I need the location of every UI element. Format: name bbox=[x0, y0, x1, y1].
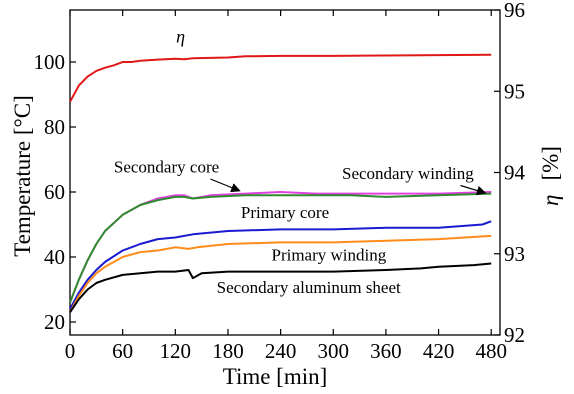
series-line-secondary-aluminum-sheet bbox=[69, 262, 492, 313]
x-tick-label: 120 bbox=[160, 339, 192, 363]
series-line-primary-core bbox=[69, 220, 492, 310]
series-line-eta bbox=[69, 53, 492, 103]
x-tick-label: 480 bbox=[475, 339, 507, 363]
x-tick-label: 180 bbox=[212, 339, 244, 363]
x-tick-label: 0 bbox=[65, 339, 76, 363]
y2-tick-label: 95 bbox=[504, 79, 525, 103]
series-line-secondary-winding bbox=[69, 192, 492, 303]
annotation-label: Primary core bbox=[241, 203, 329, 222]
x-tick-label: 420 bbox=[423, 339, 455, 363]
y2-axis-symbol: η bbox=[538, 195, 563, 206]
y-tick-label: 40 bbox=[44, 245, 65, 269]
y2-axis-label: η [%] bbox=[538, 146, 563, 206]
annotation-label: η bbox=[176, 27, 185, 47]
y-axis-label: Temperature [°C] bbox=[10, 95, 35, 256]
y2-tick-label: 96 bbox=[504, 0, 525, 22]
y-tick-label: 20 bbox=[44, 310, 65, 334]
annotation-label: Secondary winding bbox=[342, 164, 474, 183]
x-tick-label: 240 bbox=[265, 339, 297, 363]
y2-axis-unit: [%] bbox=[538, 146, 563, 180]
annotation-label: Secondary aluminum sheet bbox=[217, 278, 401, 297]
arrow-secondary-winding bbox=[460, 184, 487, 196]
y-tick-label: 60 bbox=[44, 180, 65, 204]
x-axis-label: Time [min] bbox=[223, 364, 328, 389]
x-tick-label: 300 bbox=[318, 339, 350, 363]
y-tick-label: 80 bbox=[44, 115, 65, 139]
x-tick-label: 60 bbox=[112, 339, 133, 363]
series-line-primary-winding bbox=[69, 234, 492, 313]
y-tick-label: 100 bbox=[34, 50, 66, 74]
annotation-label: Secondary core bbox=[114, 158, 219, 177]
y2-tick-label: 92 bbox=[504, 323, 525, 347]
x-tick-label: 360 bbox=[370, 339, 402, 363]
annotation-label: Primary winding bbox=[272, 245, 387, 264]
y2-tick-label: 94 bbox=[504, 161, 526, 185]
y2-tick-label: 93 bbox=[504, 242, 525, 266]
arrow-secondary-core bbox=[210, 178, 241, 193]
